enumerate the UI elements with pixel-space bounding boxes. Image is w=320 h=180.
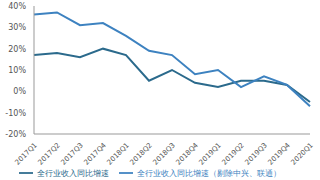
svg-text:2018Q2: 2018Q2 xyxy=(129,141,154,166)
svg-text:40%: 40% xyxy=(8,2,26,11)
svg-text:2017Q1: 2017Q1 xyxy=(14,141,39,166)
svg-text:2018Q4: 2018Q4 xyxy=(175,141,201,167)
svg-text:2017Q3: 2017Q3 xyxy=(60,141,85,166)
svg-text:2017Q4: 2017Q4 xyxy=(83,141,109,167)
svg-text:-20%: -20% xyxy=(8,130,26,139)
svg-text:2019Q3: 2019Q3 xyxy=(244,141,269,166)
svg-text:10%: 10% xyxy=(8,66,26,75)
svg-text:2018Q1: 2018Q1 xyxy=(106,141,131,166)
html-text:全行业收入同比增速: 全行业收入同比增速 xyxy=(37,168,109,178)
svg-text:2019Q1: 2019Q1 xyxy=(198,141,223,166)
html-text:全行业收入同比增速（剔除中兴、联通）: 全行业收入同比增速（剔除中兴、联通） xyxy=(137,168,281,178)
svg-text:2018Q3: 2018Q3 xyxy=(152,141,177,166)
svg-text:-10%: -10% xyxy=(8,109,26,118)
svg-text:2019Q4: 2019Q4 xyxy=(267,141,293,167)
svg-text:2017Q2: 2017Q2 xyxy=(37,141,62,166)
svg-text:0%: 0% xyxy=(13,87,26,96)
svg-text:2020Q1: 2020Q1 xyxy=(290,141,312,166)
svg-text:2019Q2: 2019Q2 xyxy=(221,141,246,166)
svg-text:30%: 30% xyxy=(8,23,26,32)
svg-text:20%: 20% xyxy=(8,45,26,54)
